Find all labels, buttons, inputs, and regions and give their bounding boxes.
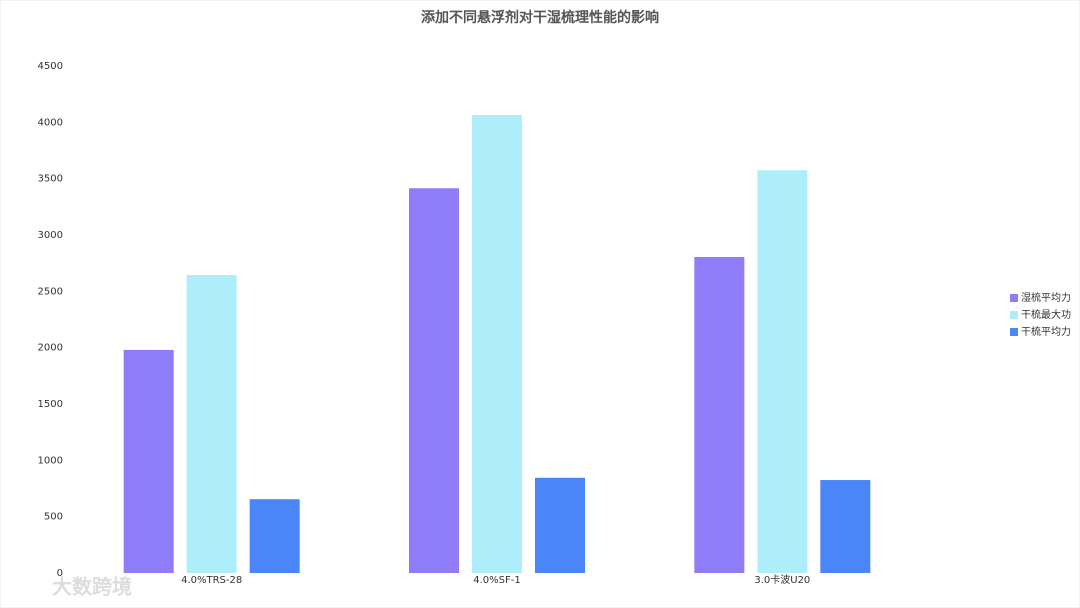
y-tick-label: 0 [57, 568, 63, 579]
x-tick-label: 3.0卡波U20 [754, 573, 810, 586]
bar [409, 188, 459, 573]
bar [820, 480, 871, 573]
bar [123, 349, 174, 573]
bar [472, 115, 522, 573]
chart-title: 添加不同悬浮剂对干湿梳理性能的影响 [421, 9, 659, 26]
legend-label: 湿梳平均力 [1021, 291, 1071, 304]
legend-label: 干梳平均力 [1021, 325, 1071, 338]
x-tick-label: 4.0%SF-1 [473, 575, 520, 586]
y-tick-label: 2500 [38, 286, 63, 297]
watermark: 大数跨境 [52, 575, 132, 599]
x-tick-label: 4.0%TRS-28 [181, 575, 242, 586]
y-tick-label: 4000 [38, 117, 63, 128]
y-tick-label: 3500 [38, 174, 63, 185]
legend-label: 干梳最大功 [1021, 308, 1071, 321]
bar [757, 170, 808, 573]
bar [535, 477, 585, 573]
y-tick-label: 3000 [38, 230, 63, 241]
legend-swatch [1010, 328, 1018, 336]
bar [186, 274, 237, 573]
bar [694, 256, 745, 573]
legend-swatch [1010, 311, 1018, 319]
y-tick-label: 1500 [38, 399, 63, 410]
y-tick-label: 500 [44, 512, 63, 523]
legend-swatch [1010, 294, 1018, 302]
y-tick-label: 4500 [38, 61, 63, 72]
y-tick-label: 2000 [38, 343, 63, 354]
y-tick-label: 1000 [38, 455, 63, 466]
bar [249, 499, 300, 573]
